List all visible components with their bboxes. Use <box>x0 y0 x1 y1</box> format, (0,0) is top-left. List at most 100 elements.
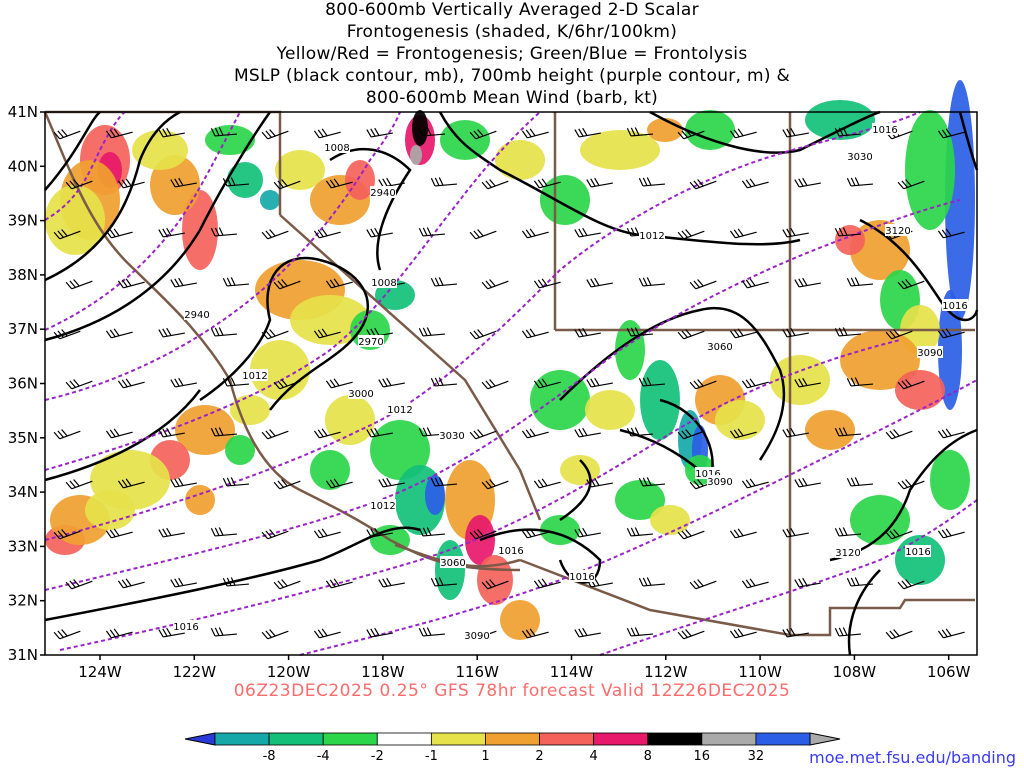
colorbar-box <box>701 732 757 746</box>
wind-barb <box>626 627 654 637</box>
wind-barb <box>313 228 341 239</box>
wind-barb <box>418 227 446 237</box>
mslp-contour <box>859 218 979 322</box>
mslp-label-bg <box>905 545 931 557</box>
wind-barb <box>261 529 289 540</box>
wind-barb <box>158 627 185 638</box>
wind-barb <box>638 477 666 487</box>
wind-barb <box>885 329 913 340</box>
lat-label: 39N <box>8 212 38 230</box>
wind-barb <box>170 377 197 388</box>
colorbar-label: -2 <box>371 749 384 764</box>
wind-barb <box>325 178 353 189</box>
wind-barb <box>65 179 93 190</box>
height-label: 3120 <box>885 226 910 237</box>
mslp-label: 1012 <box>387 405 412 416</box>
wind-barb <box>677 129 705 140</box>
frontogenesis-cell <box>805 100 875 140</box>
mslp-label: 1008 <box>371 278 396 289</box>
height-label-bg <box>847 150 873 162</box>
lat-label: 31N <box>8 646 38 664</box>
credit-url[interactable]: moe.met.fsu.edu/banding <box>809 748 1016 767</box>
wind-barb <box>53 429 81 440</box>
wind-barb <box>378 477 405 488</box>
lon-label: 106W <box>927 663 971 681</box>
frontogenesis-cell <box>227 162 263 198</box>
frontogenesis-cell <box>650 505 690 535</box>
height-label: 3120 <box>835 548 860 559</box>
wind-barb <box>626 327 654 337</box>
frontogenesis-cell <box>132 130 188 170</box>
wind-barb <box>729 328 757 339</box>
wind-barb <box>782 227 809 238</box>
mslp-contour <box>559 306 786 461</box>
wind-barb <box>261 229 289 240</box>
frontogenesis-cell <box>938 290 962 410</box>
wind-barb <box>273 179 301 190</box>
frontogenesis-cell <box>850 495 910 545</box>
mslp-label-bg <box>370 499 396 511</box>
wind-barb <box>222 477 250 487</box>
wind-barb <box>834 427 862 437</box>
colorbar-box <box>322 732 378 746</box>
forecast-subtitle: 06Z23DEC2025 0.25° GFS 78hr forecast Val… <box>233 681 791 701</box>
wind-barb <box>313 428 341 439</box>
colorbar-arrow-left <box>184 732 216 746</box>
contour-labels: 1008 1008 1012 1012 1012 1012 1016 1016 1016 1016… <box>173 123 968 642</box>
wind-barb <box>782 427 809 438</box>
mslp-label: 1016 <box>905 547 930 558</box>
lat-label: 33N <box>8 537 38 555</box>
mslp-label-bg <box>387 403 413 415</box>
wind-barb <box>481 579 509 590</box>
wind-barb <box>210 127 238 137</box>
mslp-contour <box>329 147 412 271</box>
colorbar-box <box>268 732 324 746</box>
wind-barb <box>273 479 301 490</box>
title-line: 800-600mb Vertically Averaged 2-D Scalar <box>325 0 699 20</box>
frontogenesis-cell <box>930 450 970 510</box>
wind-barb <box>210 627 238 637</box>
wind-barb <box>574 427 601 438</box>
frontogenesis-cell <box>260 190 280 210</box>
wind-barb <box>313 528 341 539</box>
colorbar: -8 -4 -2 -1 1 2 4 8 16 32 <box>184 732 841 764</box>
frontogenesis-cell <box>647 118 683 142</box>
wind-barb <box>170 577 197 588</box>
lon-label: 118W <box>361 663 405 681</box>
height-label: 3030 <box>847 152 872 163</box>
wind-barb <box>481 279 509 290</box>
wind-barb <box>418 127 446 137</box>
title-line: 800-600mb Mean Wind (barb, kt) <box>365 88 659 108</box>
wind-barb <box>261 129 289 140</box>
wind-barb <box>782 627 809 638</box>
wind-barb <box>481 179 509 190</box>
frontogenesis-cell <box>185 485 215 515</box>
wind-barb <box>677 429 705 440</box>
frontogenesis-cell <box>425 475 445 515</box>
colorbar-box <box>214 732 270 746</box>
mslp-label: 1008 <box>324 143 349 154</box>
mslp-contour <box>829 428 978 562</box>
wind-barb <box>937 328 965 339</box>
mslp-label-bg <box>569 570 595 582</box>
height-contour <box>599 499 978 656</box>
coast <box>43 111 521 572</box>
mslp-contour <box>438 111 801 246</box>
height-contour <box>44 111 241 331</box>
frontogenesis-cell <box>85 490 135 530</box>
wind-barb <box>741 478 769 489</box>
wind-barb <box>638 377 666 387</box>
wind-barb <box>366 627 393 638</box>
wind-barb <box>117 278 145 289</box>
wind-barb <box>574 127 601 138</box>
colorbar-box <box>539 732 595 746</box>
mslp-contour <box>44 111 101 191</box>
height-contours <box>44 111 978 656</box>
wind-barb <box>325 378 353 389</box>
frontogenesis-cell <box>615 480 665 520</box>
wind-barb <box>521 128 549 139</box>
wind-barb <box>418 627 446 637</box>
wind-barb <box>521 528 549 539</box>
frontogenesis-cell <box>540 175 590 225</box>
frontogenesis-cell <box>805 410 855 450</box>
